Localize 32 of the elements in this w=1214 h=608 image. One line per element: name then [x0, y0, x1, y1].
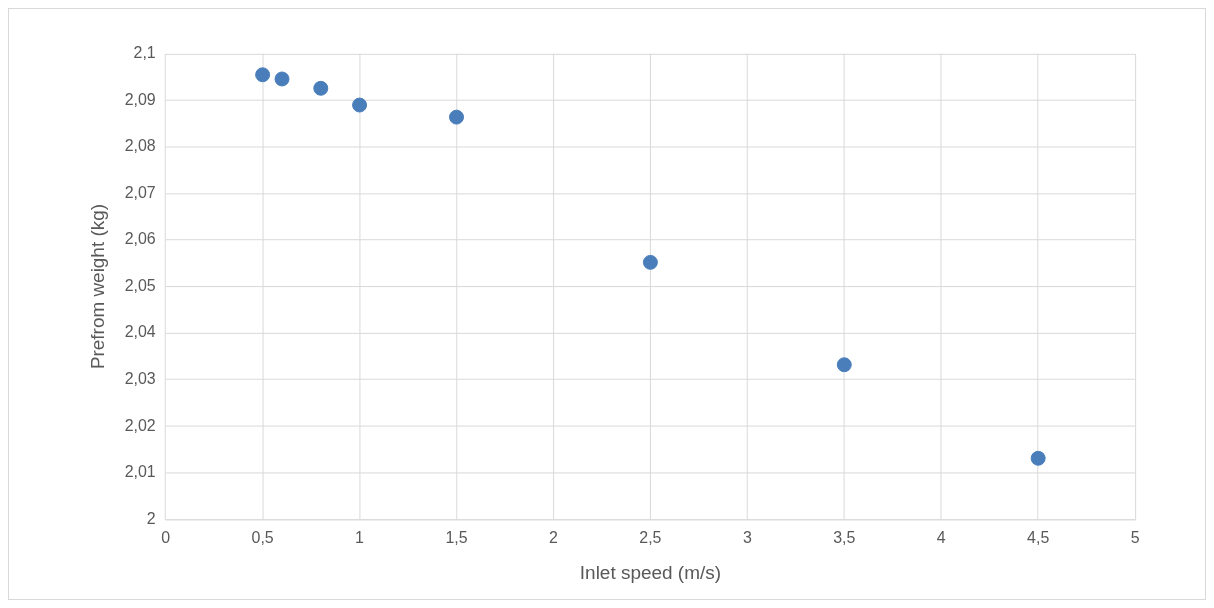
- y-tick-label: 2,09: [124, 90, 156, 108]
- y-axis-title: Prefrom weight (kg): [87, 204, 109, 370]
- y-tick-label: 2,04: [124, 323, 156, 341]
- y-tick-label: 2,01: [124, 463, 156, 481]
- y-tick-label: 2,08: [124, 137, 156, 155]
- point: [1030, 450, 1046, 466]
- x-tick-label: 4,5: [1027, 529, 1050, 547]
- y-tick-label: 2,06: [124, 230, 156, 248]
- x-tick-label: 5: [1130, 529, 1140, 547]
- point: [255, 67, 271, 83]
- point: [642, 254, 658, 270]
- x-tick-label: 3: [742, 529, 752, 547]
- x-tick-label: 2,5: [639, 529, 662, 547]
- y-tick-label: 2,05: [124, 276, 156, 294]
- x-tick-label: 1: [355, 529, 365, 547]
- y-tick-label: 2: [146, 509, 156, 527]
- y-tick-label: 2,03: [124, 370, 156, 388]
- point: [274, 71, 290, 87]
- y-tick-label: 2,07: [124, 183, 156, 201]
- x-tick-label: 1,5: [445, 529, 468, 547]
- point: [449, 109, 464, 125]
- x-tick-label: 4: [936, 529, 946, 547]
- y-tick-label: 2,1: [133, 44, 156, 62]
- point: [836, 357, 852, 373]
- x-tick-label: 3,5: [833, 529, 856, 547]
- x-tick-label: 0: [161, 529, 171, 547]
- x-axis-title: Inlet speed (m/s): [579, 561, 721, 583]
- x-tick-label: 2: [549, 529, 559, 547]
- point: [313, 80, 329, 96]
- x-tick-label: 0,5: [251, 529, 274, 547]
- y-tick-label: 2,02: [124, 416, 156, 434]
- point: [352, 97, 368, 113]
